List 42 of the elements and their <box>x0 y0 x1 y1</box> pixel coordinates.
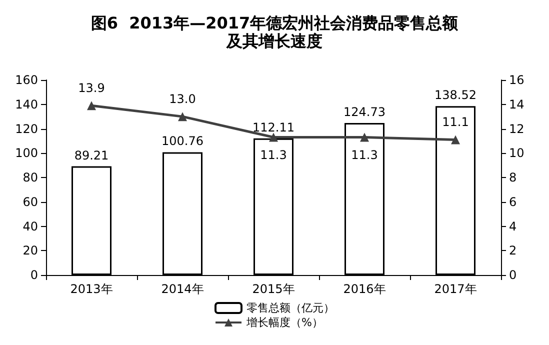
text: 11.3 <box>260 148 287 162</box>
text: 138.52 <box>434 88 476 102</box>
legend-label: 增长幅度（%） <box>246 316 323 329</box>
x-tick-label: 2016年 <box>343 282 386 296</box>
y-tick-label: 40 <box>22 219 38 234</box>
y-tick-label: 60 <box>22 194 38 209</box>
y2-tick-label: 10 <box>509 146 524 160</box>
y-tick-label: 160 <box>15 73 38 87</box>
chart-title: 图6 2013年—2017年德宏州社会消费品零售总额 <box>90 14 460 32</box>
x-tick-label: 2017年 <box>434 282 477 296</box>
text: 11.1 <box>442 115 469 130</box>
text: 112.11 <box>252 120 294 134</box>
point <box>87 101 96 110</box>
point <box>269 132 278 142</box>
y2-tick-label: 12 <box>509 122 524 136</box>
y2-tick-label: 4 <box>509 219 517 234</box>
y2-tick-label: 6 <box>509 194 517 209</box>
y-tick-label: 0 <box>30 268 38 282</box>
y-tick-label: 120 <box>15 122 38 136</box>
y2-tick-label: 8 <box>509 170 517 184</box>
y2-tick-label: 16 <box>509 73 524 87</box>
text: 11.3 <box>351 148 378 162</box>
y-tick-label: 140 <box>15 97 38 112</box>
x-tick-label: 2013年 <box>70 282 113 296</box>
y2-tick-label: 2 <box>509 244 517 258</box>
x-tick-label: 2015年 <box>252 282 295 296</box>
x-tick-label: 2014年 <box>161 282 204 296</box>
y2-tick-label: 0 <box>509 268 517 282</box>
point <box>360 132 369 142</box>
text: 13.0 <box>169 92 196 106</box>
legend-label: 零售总额（亿元） <box>246 302 334 314</box>
text: 100.76 <box>162 134 204 148</box>
text: 89.21 <box>74 148 109 162</box>
y-tick-label: 20 <box>22 244 38 258</box>
point <box>451 135 460 144</box>
y-tick-label: 80 <box>22 170 38 184</box>
y2-tick-label: 14 <box>509 97 524 112</box>
chart-subtitle: 及其增长速度 <box>226 32 322 50</box>
text: 13.9 <box>78 81 105 96</box>
point <box>178 112 187 122</box>
y-tick-label: 100 <box>15 146 38 160</box>
text: 124.73 <box>344 104 386 119</box>
